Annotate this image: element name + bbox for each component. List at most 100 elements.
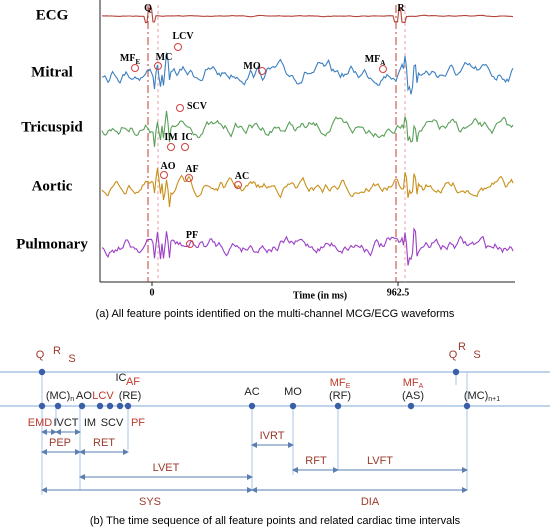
event-label: AO	[76, 390, 92, 402]
feature-label: MFE	[120, 53, 141, 65]
event-label-main: LCV	[92, 390, 114, 402]
feature-label-main: R	[397, 3, 405, 14]
event-label: (RF)	[329, 390, 351, 402]
event-label-main: AF	[126, 376, 140, 388]
feature-label-sub: A	[380, 59, 385, 67]
event-label: IM	[84, 417, 96, 429]
channel-label: ECG	[36, 7, 69, 23]
event-dot	[96, 402, 104, 410]
event-dot	[334, 402, 342, 410]
event-label-main: MO	[284, 386, 302, 398]
event-label-main: IVCT	[53, 417, 78, 429]
event-label-main: AO	[76, 390, 92, 402]
event-dot	[124, 402, 132, 410]
feature-label-main: SCV	[187, 101, 208, 112]
event-label-main: MF	[330, 377, 346, 389]
event-dot	[38, 368, 46, 376]
event-label-main: EMD	[28, 417, 53, 429]
event-label: (MC)n	[46, 390, 74, 403]
feature-label-main: Q	[144, 3, 152, 14]
interval-label: RFT	[305, 455, 327, 467]
feature-marker	[186, 240, 194, 248]
event-dot	[54, 402, 62, 410]
feature-label-main: IM	[164, 132, 178, 143]
interval-label: LVFT	[367, 455, 393, 467]
feature-label-main: PF	[186, 230, 198, 241]
interval-label: IVRT	[260, 430, 285, 442]
feature-label: MC	[156, 52, 173, 63]
channel-label: Mitral	[31, 64, 73, 80]
feature-marker	[234, 181, 242, 189]
event-label-main: (AS)	[402, 390, 424, 402]
feature-label: SCV	[187, 101, 208, 112]
waveform	[101, 7, 514, 24]
event-label: MFA	[403, 377, 424, 390]
feature-label-main: MO	[243, 61, 260, 72]
feature-label-main: LCV	[172, 31, 194, 42]
event-label-sub: A	[419, 383, 424, 390]
feature-marker	[174, 43, 182, 51]
event-label-main: (MC)	[46, 390, 70, 402]
event-dot	[289, 402, 297, 410]
feature-label: LCV	[172, 31, 194, 42]
interval-label: PEP	[49, 437, 71, 449]
event-label-main: R	[53, 345, 61, 357]
event-dot	[106, 402, 114, 410]
feature-label: AO	[161, 161, 176, 172]
feature-label-main: AF	[185, 164, 198, 175]
feature-label: MO	[243, 61, 260, 72]
event-label: EMD	[28, 417, 53, 429]
event-label: (RE)	[119, 390, 142, 402]
feature-marker	[258, 67, 266, 75]
event-dot	[116, 402, 124, 410]
channel-label: Pulmonary	[16, 236, 88, 252]
event-label: MFE	[330, 377, 351, 390]
event-label: (MC)n+1	[464, 390, 500, 403]
feature-label-main: MC	[156, 52, 173, 63]
x-tick-label: 962.5	[387, 287, 410, 298]
event-label-main: S	[68, 353, 75, 365]
event-label: R	[53, 345, 61, 357]
event-label: AC	[244, 386, 259, 398]
event-label-main: IC	[116, 372, 127, 384]
feature-label-main: IC	[181, 132, 192, 143]
event-label-main: IM	[84, 417, 96, 429]
feature-marker	[131, 64, 139, 72]
feature-label-main: MF	[120, 53, 136, 64]
caption: (a) All feature points identified on the…	[96, 308, 455, 320]
event-label: (AS)	[402, 390, 424, 402]
interval-label: DIA	[361, 496, 380, 508]
waveform	[101, 52, 514, 95]
feature-label: Q	[144, 3, 152, 14]
event-label: LCV	[92, 390, 114, 402]
waveform	[101, 227, 514, 266]
event-label: IVCT	[53, 417, 78, 429]
channel-label: Tricuspid	[21, 119, 83, 135]
event-dot	[38, 402, 46, 410]
feature-label: MFA	[365, 54, 386, 66]
caption: (b) The time sequence of all feature poi…	[90, 515, 461, 527]
event-label-main: Q	[36, 349, 45, 361]
feature-label: AF	[185, 164, 198, 175]
x-axis-label: Time (in ms)	[293, 290, 347, 301]
event-label-sub: E	[346, 383, 351, 390]
feature-label-main: AC	[235, 171, 249, 182]
event-label: IC	[116, 372, 127, 384]
feature-label: IM	[164, 132, 178, 143]
event-dot	[407, 402, 415, 410]
event-label: S	[68, 353, 75, 365]
event-label: MO	[284, 386, 302, 398]
event-label-main: R	[458, 341, 466, 353]
event-label: PF	[131, 417, 145, 429]
event-label-sub: n+1	[488, 396, 500, 403]
feature-marker	[181, 143, 189, 151]
channel-label: Aortic	[32, 178, 73, 194]
feature-marker	[176, 104, 184, 112]
waveform	[101, 167, 514, 207]
feature-marker	[185, 174, 193, 182]
event-dot	[248, 402, 256, 410]
feature-label-main: MF	[365, 54, 381, 65]
feature-label: AC	[235, 171, 249, 182]
event-label-sub: n	[70, 396, 74, 403]
